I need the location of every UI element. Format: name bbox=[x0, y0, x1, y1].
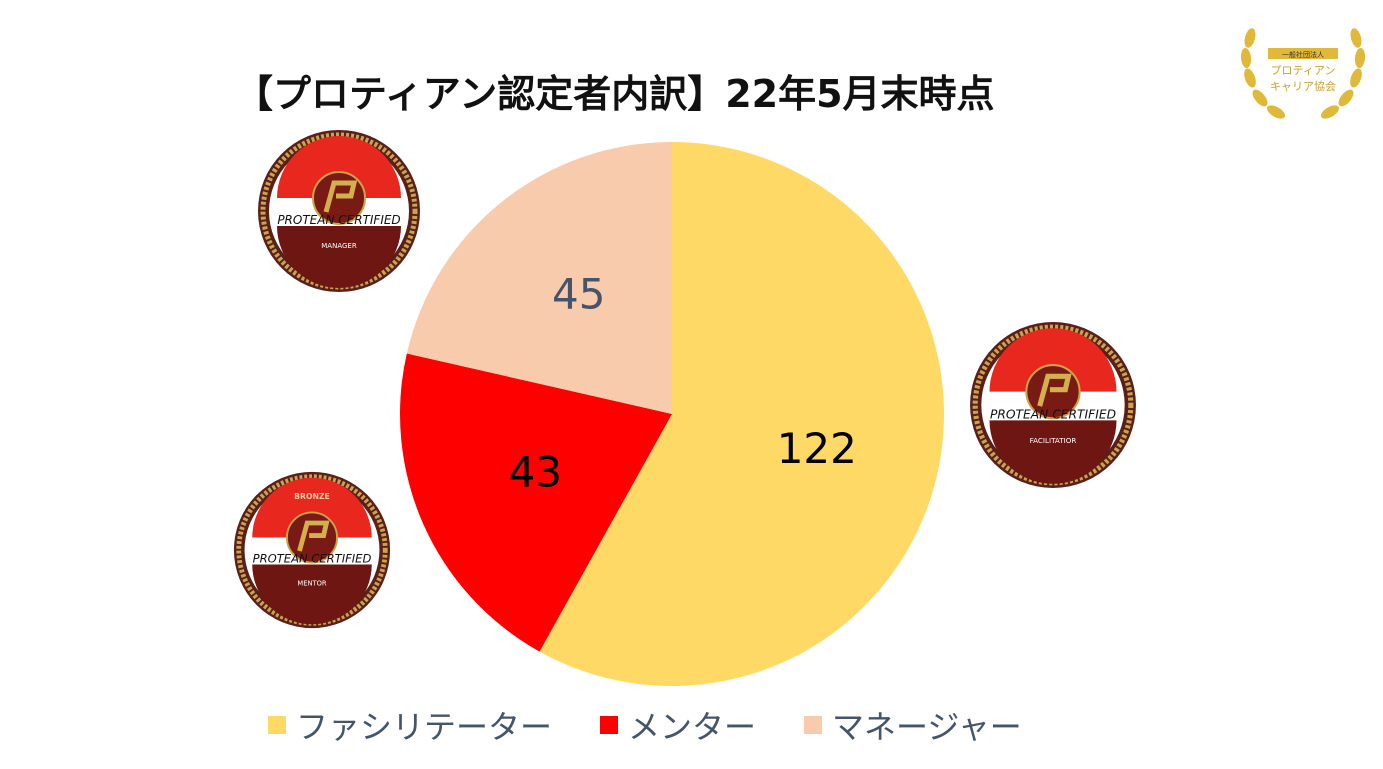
svg-text:MANAGER: MANAGER bbox=[321, 242, 357, 250]
pie-data-label-1: 122 bbox=[777, 424, 857, 473]
svg-text:一般社団法人: 一般社団法人 bbox=[1282, 50, 1324, 59]
pie-slice-3 bbox=[406, 142, 672, 414]
pie-data-label-3: 45 bbox=[552, 270, 605, 319]
svg-text:PROTEAN CERTIFIED: PROTEAN CERTIFIED bbox=[253, 552, 372, 566]
svg-text:プロティアン: プロティアン bbox=[1271, 64, 1336, 77]
svg-text:PROTEAN CERTIFIED: PROTEAN CERTIFIED bbox=[277, 213, 400, 227]
svg-text:BRONZE: BRONZE bbox=[294, 492, 330, 501]
pie-slice-1 bbox=[539, 142, 944, 686]
svg-text:MENTOR: MENTOR bbox=[297, 580, 327, 588]
pie-data-label-2: 43 bbox=[509, 447, 562, 496]
legend-label: メンター bbox=[628, 708, 757, 746]
svg-text:キャリア協会: キャリア協会 bbox=[1270, 80, 1336, 93]
legend-label: マネージャー bbox=[832, 708, 1022, 746]
legend-swatch bbox=[268, 716, 286, 734]
legend-item-3: マネージャー bbox=[804, 702, 1022, 748]
legend-item-1: ファシリテーター bbox=[268, 702, 552, 748]
chart-legend: ファシリテーター メンター マネージャー bbox=[268, 700, 1128, 750]
chart-title: 【プロティアン認定者内訳】22年5月末時点 bbox=[235, 72, 995, 116]
svg-text:PROTEAN CERTIFIED: PROTEAN CERTIFIED bbox=[990, 407, 1116, 421]
mentor-certified-badge: BRONZE PROTEAN CERTIFIED MENTOR bbox=[233, 471, 391, 629]
association-seal-logo: 一般社団法人 プロティアン キャリア協会 bbox=[1240, 28, 1366, 119]
legend-swatch bbox=[600, 716, 619, 734]
legend-label: ファシリテーター bbox=[296, 708, 553, 746]
legend-item-2: メンター bbox=[600, 702, 756, 748]
manager-certified-badge: PROTEAN CERTIFIED MANAGER bbox=[258, 130, 420, 292]
svg-text:FACILITATIOR: FACILITATIOR bbox=[1030, 436, 1077, 445]
facilitator-certified-badge: PROTEAN CERTIFIED FACILITATIOR bbox=[970, 322, 1136, 488]
pie-slice-2 bbox=[399, 353, 672, 652]
legend-swatch bbox=[804, 716, 823, 734]
